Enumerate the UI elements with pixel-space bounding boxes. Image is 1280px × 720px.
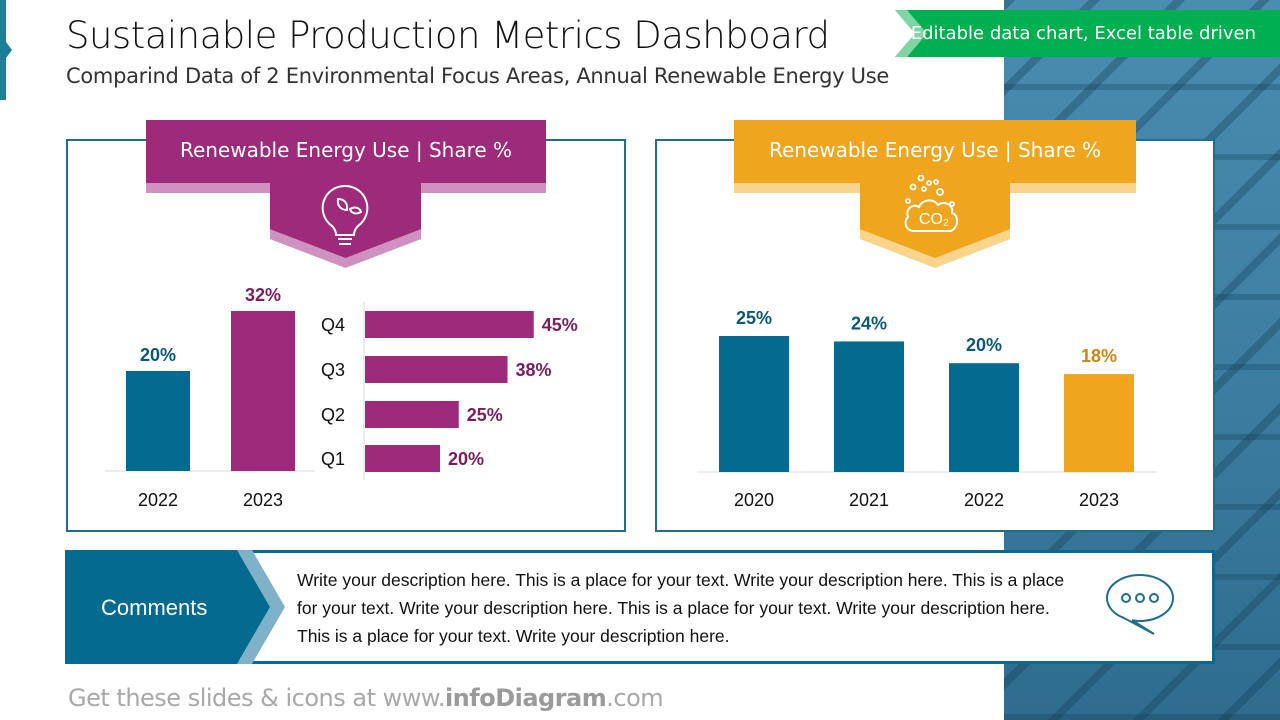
bar-2022 (949, 363, 1019, 472)
comments-text[interactable]: Write your description here. This is a p… (297, 570, 1065, 646)
bar-2021 (834, 341, 904, 472)
bar-2023 (231, 311, 295, 471)
footer-brand: infoDiagram (444, 684, 607, 712)
data-label: 24% (851, 313, 887, 333)
right-banner (734, 120, 1136, 183)
speech-bubble-icon (1105, 573, 1175, 635)
bar-Q4 (365, 311, 534, 338)
bar-2023 (1064, 374, 1134, 472)
y-tick-label: Q1 (321, 449, 345, 469)
x-tick-label: 2020 (734, 490, 774, 510)
left-banner (146, 120, 546, 183)
footer-prefix: Get these slides & icons at www. (68, 684, 445, 712)
editable-tag: Editable data chart, Excel table driven (895, 10, 1280, 57)
slide-accent (0, 0, 12, 100)
y-tick-label: Q3 (321, 360, 345, 380)
x-tick-label: 2023 (243, 490, 283, 510)
data-label: 20% (140, 345, 176, 365)
lightbulb-leaf-icon (321, 184, 369, 245)
data-label: 18% (1081, 346, 1117, 366)
y-tick-label: Q2 (321, 405, 345, 425)
svg-text:CO₂: CO₂ (919, 211, 949, 228)
page-title: Sustainable Production Metrics Dashboard (66, 14, 830, 57)
bar-2020 (719, 336, 789, 472)
data-label: 45% (542, 315, 578, 335)
y-tick-label: Q4 (321, 315, 345, 335)
x-tick-label: 2022 (138, 490, 178, 510)
comments-header (65, 550, 285, 664)
data-label: 20% (966, 335, 1002, 355)
x-tick-label: 2023 (1079, 490, 1119, 510)
page-subtitle: Comparind Data of 2 Environmental Focus … (66, 64, 889, 88)
right-banner-title: Renewable Energy Use | Share % (768, 138, 1102, 162)
comments-label: Comments (101, 595, 208, 620)
data-label: 25% (736, 308, 772, 328)
co2-cloud-icon: CO₂ (904, 175, 959, 232)
data-label: 20% (448, 449, 484, 469)
bar-Q1 (365, 445, 440, 472)
editable-tag-label: Editable data chart, Excel table driven (910, 23, 1256, 44)
footer-suffix: .com (606, 684, 664, 712)
x-tick-label: 2022 (964, 490, 1004, 510)
footer-link[interactable]: Get these slides & icons at www.infoDiag… (68, 684, 664, 712)
data-label: 32% (245, 285, 281, 305)
bar-Q2 (365, 401, 459, 428)
left-banner-title: Renewable Energy Use | Share % (179, 138, 513, 162)
data-label: 38% (516, 360, 552, 380)
x-tick-label: 2021 (849, 490, 889, 510)
bar-2022 (126, 371, 190, 471)
bar-Q3 (365, 356, 508, 383)
data-label: 25% (467, 405, 503, 425)
